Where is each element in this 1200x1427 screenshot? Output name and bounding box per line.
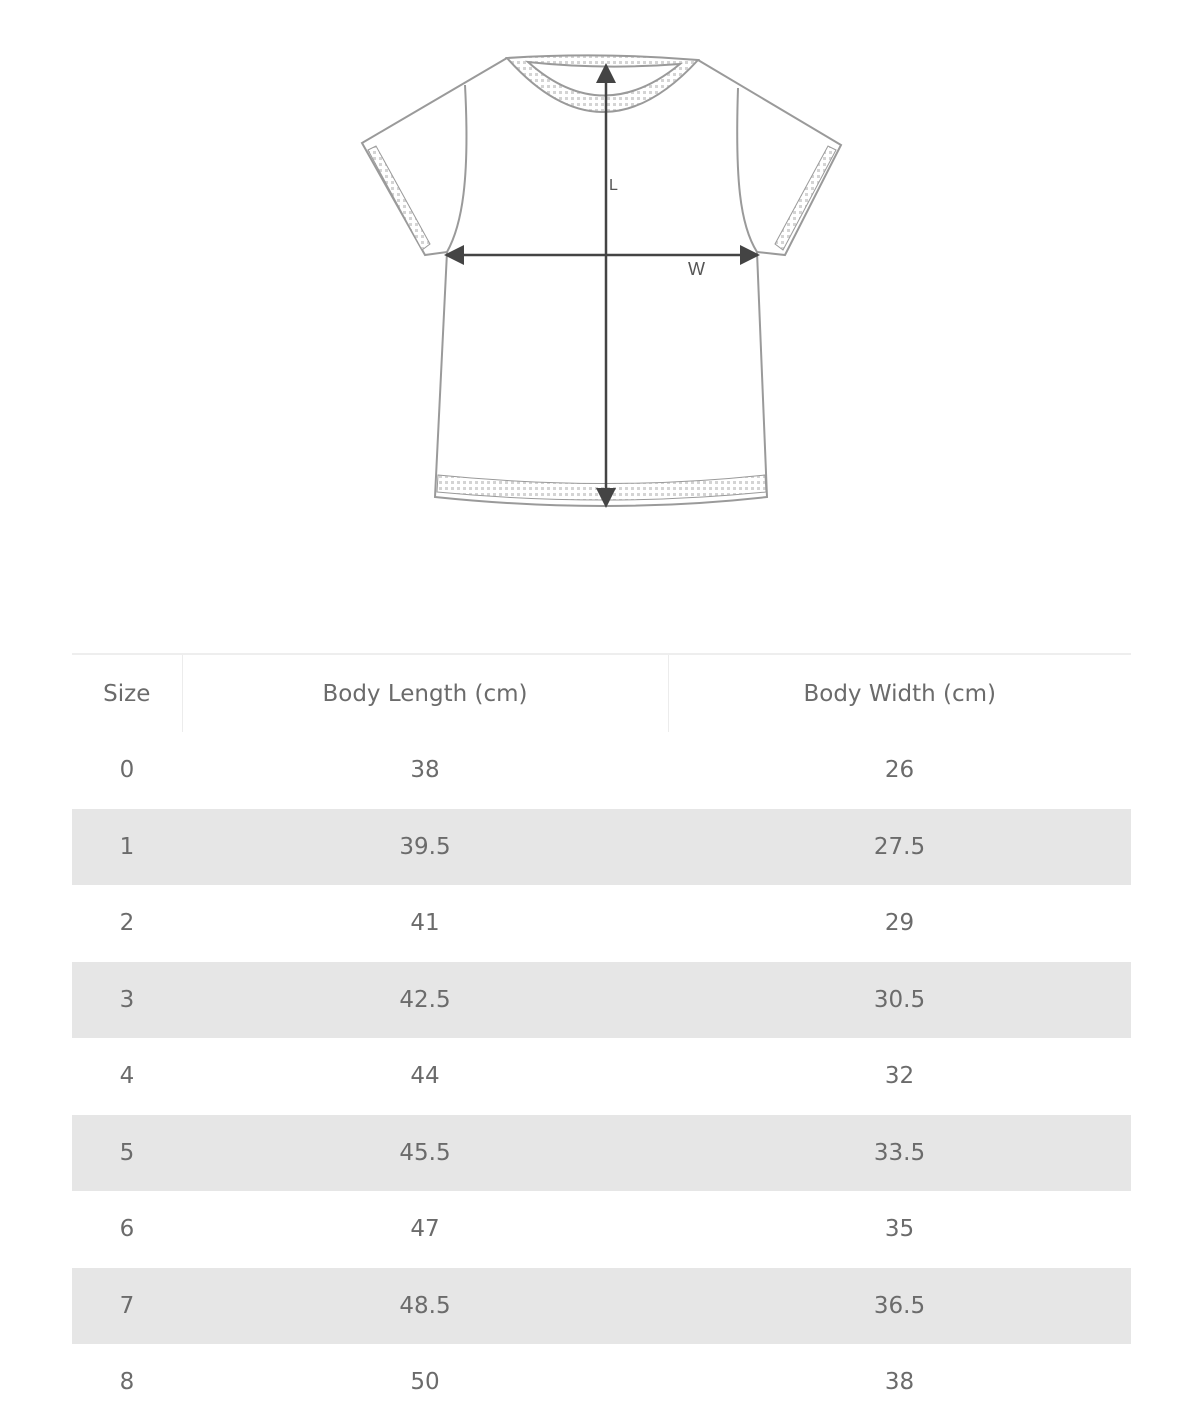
tshirt-measurement-diagram: L W xyxy=(360,54,843,508)
cell-size: 6 xyxy=(119,1216,135,1243)
size-chart-table: Size Body Length (cm) Body Width (cm) 0 3… xyxy=(72,653,1131,1421)
table-row: 2 41 29 xyxy=(72,885,1131,962)
cell-body-width: 38 xyxy=(884,1369,915,1396)
cell-body-width: 36.5 xyxy=(873,1292,926,1319)
table-header-row: Size Body Length (cm) Body Width (cm) xyxy=(72,654,1131,732)
cell-body-length: 42.5 xyxy=(399,986,451,1013)
cell-body-length: 50 xyxy=(410,1369,440,1396)
cell-body-width: 35 xyxy=(884,1216,915,1243)
header-size: Size xyxy=(103,680,151,707)
table-row: 6 47 35 xyxy=(72,1191,1131,1268)
table-row: 3 42.5 30.5 xyxy=(72,961,1131,1038)
table-row: 4 44 32 xyxy=(72,1038,1131,1115)
cell-size: 3 xyxy=(119,986,135,1013)
table-row: 5 45.5 33.5 xyxy=(72,1114,1131,1191)
cell-size: 1 xyxy=(119,833,135,860)
cell-body-length: 38 xyxy=(410,757,440,784)
cell-size: 0 xyxy=(119,757,135,784)
cell-body-width: 26 xyxy=(884,757,915,784)
cell-body-width: 29 xyxy=(884,910,915,937)
cell-size: 5 xyxy=(119,1139,135,1166)
width-label: W xyxy=(688,259,705,279)
tshirt-outline xyxy=(360,54,843,507)
cell-body-length: 39.5 xyxy=(399,833,451,860)
table-row: 1 39.5 27.5 xyxy=(72,808,1131,885)
table-row: 7 48.5 36.5 xyxy=(72,1267,1131,1344)
cell-size: 8 xyxy=(119,1369,135,1396)
header-body-width: Body Width (cm) xyxy=(667,654,1131,732)
length-label: L xyxy=(609,177,618,194)
cell-size: 4 xyxy=(119,1063,135,1090)
cell-body-width: 32 xyxy=(884,1063,915,1090)
cell-body-width: 27.5 xyxy=(873,833,926,860)
header-body-length: Body Length (cm) xyxy=(181,654,668,732)
cell-body-length: 48.5 xyxy=(399,1292,451,1319)
cell-body-width: 30.5 xyxy=(873,986,926,1013)
cell-size: 7 xyxy=(119,1292,135,1319)
cell-body-length: 47 xyxy=(410,1216,440,1243)
cell-body-length: 41 xyxy=(410,910,440,937)
cell-size: 2 xyxy=(119,910,135,937)
table-row: 8 50 38 xyxy=(72,1344,1131,1421)
table-row: 0 38 26 xyxy=(72,732,1131,809)
cell-body-width: 33.5 xyxy=(873,1139,926,1166)
cell-body-length: 45.5 xyxy=(399,1139,451,1166)
cell-body-length: 44 xyxy=(410,1063,440,1090)
